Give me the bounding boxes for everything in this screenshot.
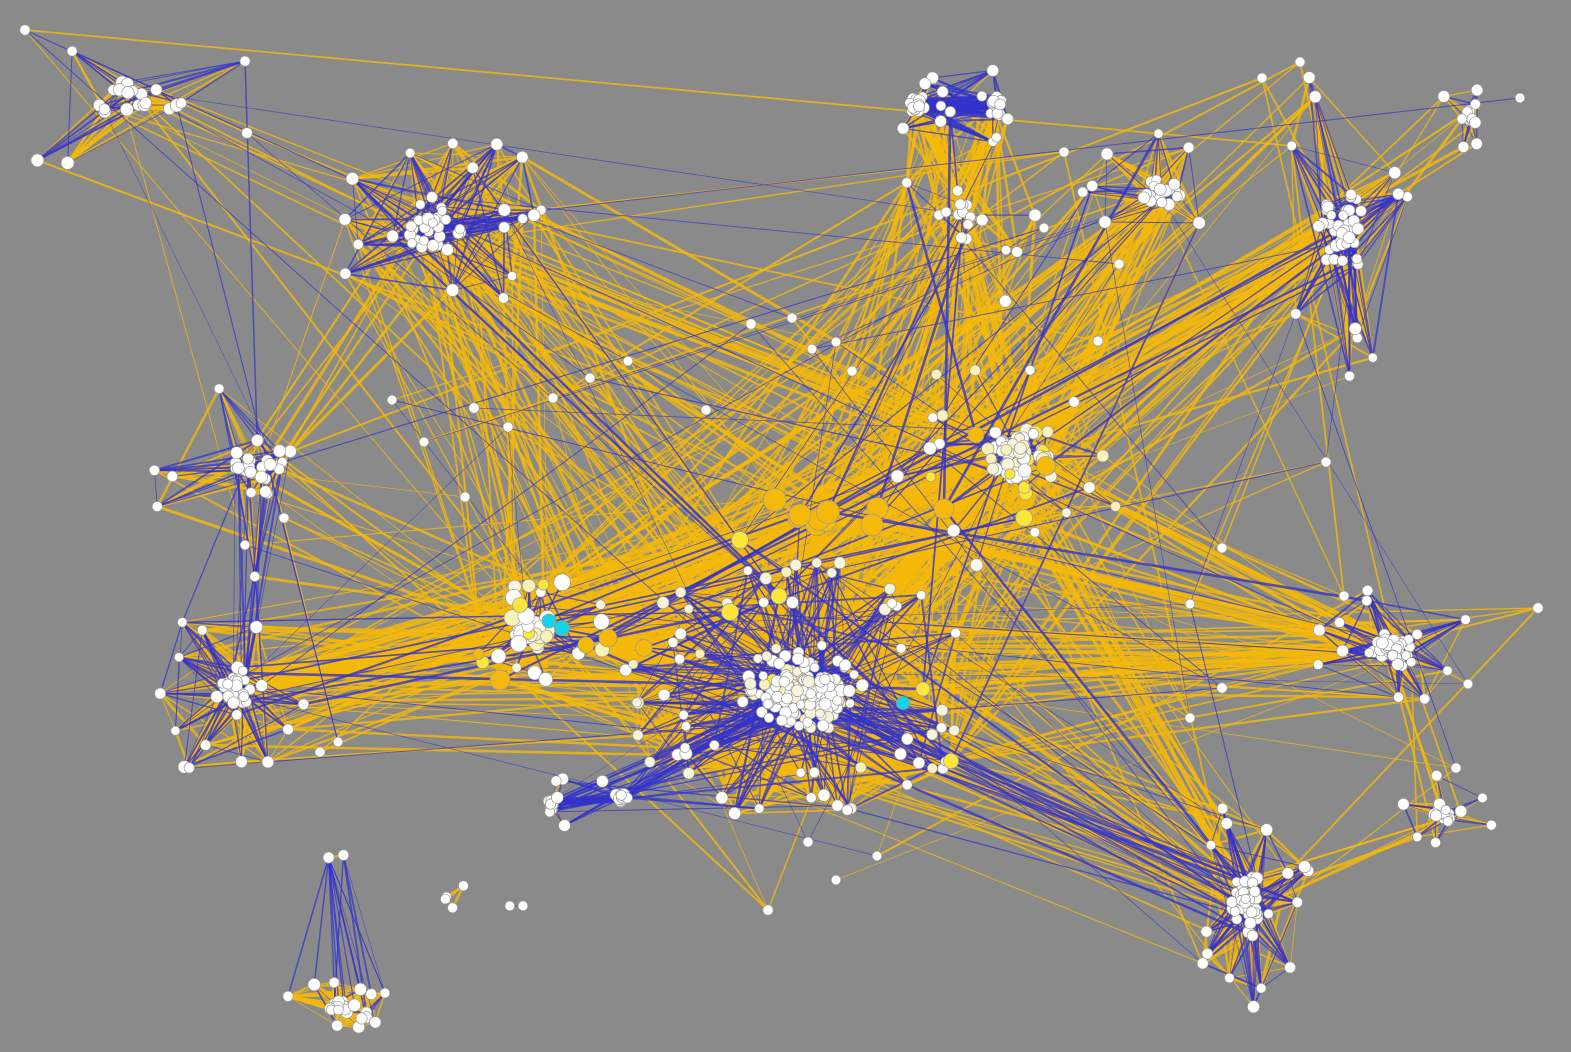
graph-edge	[451, 142, 542, 212]
graph-edge	[159, 693, 176, 731]
graph-edge	[734, 809, 848, 815]
graph-edge	[66, 108, 106, 164]
graph-edge	[156, 388, 221, 508]
graph-edge	[1092, 181, 1152, 187]
graph-edge	[1157, 133, 1201, 224]
graph-edge	[511, 218, 524, 277]
graph-edge	[159, 692, 207, 747]
graph-edge	[1295, 313, 1374, 359]
graph-edge	[1082, 146, 1190, 193]
